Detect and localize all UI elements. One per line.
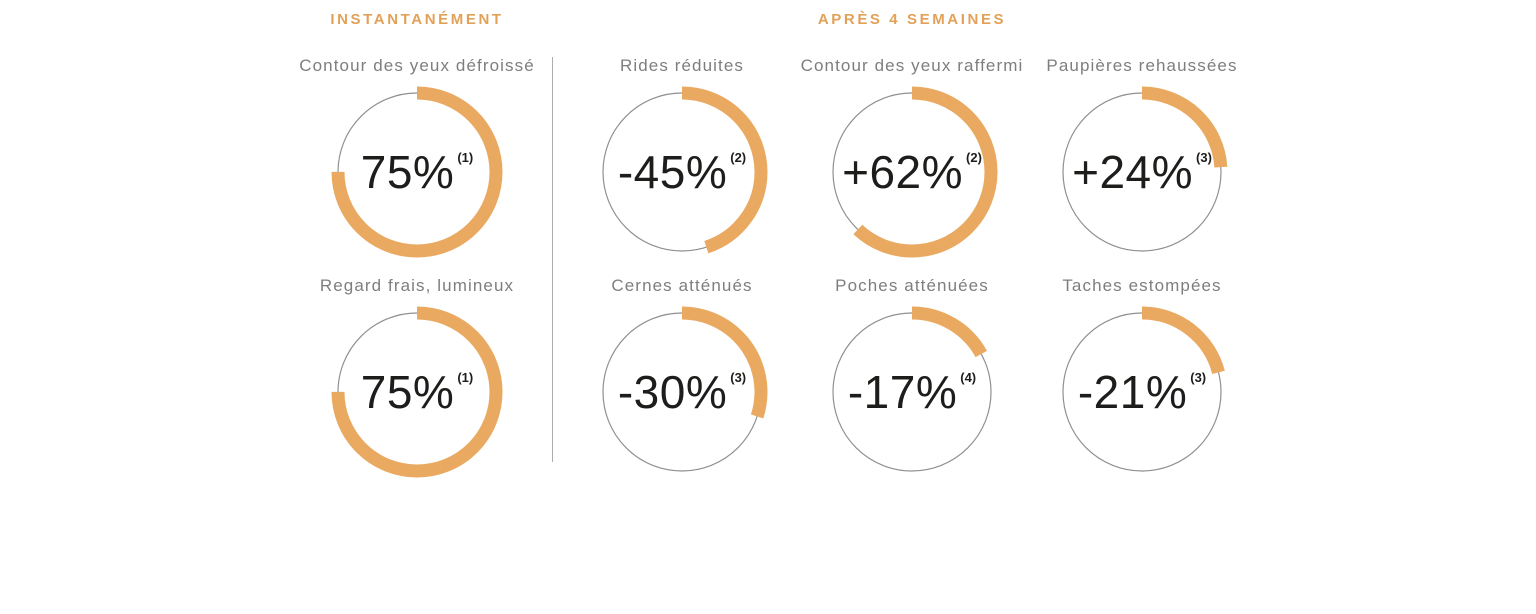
section-apres-4-semaines: APRÈS 4 SEMAINES Rides réduites -45% (2)… [567, 12, 1257, 478]
gauge-value-wrap: 75% (1) [331, 86, 503, 258]
gauge-chart [596, 306, 768, 478]
gauge-value: -30% [617, 366, 728, 418]
gauge-label: Regard frais, lumineux [319, 276, 515, 295]
gauge-label: Contour des yeux raffermi [800, 56, 1024, 75]
section-instantanement: INSTANTANÉMENT Contour des yeux défroiss… [292, 12, 542, 478]
gauge-cell: Contour des yeux raffermi +62% (2) [797, 56, 1027, 258]
gauge-chart [331, 306, 503, 478]
gauge-value: +24% [1072, 146, 1194, 198]
gauge-cell: Poches atténuées -17% (4) [797, 276, 1027, 478]
gauge-footnote: (2) [730, 149, 747, 165]
gauge-dial: -30% (3) [596, 306, 768, 478]
gauge-label: Poches atténuées [835, 276, 989, 295]
gauge-cell: Contour des yeux défroissé 75% (1) [292, 56, 542, 258]
gauge-arc [826, 306, 998, 478]
gauge-value-wrap: +24% (3) [1056, 86, 1228, 258]
gauge-dial: -45% (2) [596, 86, 768, 258]
gauge-footnote: (3) [1196, 149, 1212, 165]
gauge-dial: -17% (4) [826, 306, 998, 478]
gauge-value-wrap: 75% (1) [331, 306, 503, 478]
gauge-arc [1056, 86, 1228, 258]
gauge-value-wrap: -30% (3) [596, 306, 768, 478]
gauge-footnote: (1) [457, 369, 474, 385]
gauge-value: -17% [847, 366, 958, 418]
gauge-value: 75% [360, 146, 455, 198]
gauge-footnote: (3) [1190, 369, 1207, 385]
gauge-dial: 75% (1) [331, 86, 503, 258]
gauge-footnote: (3) [730, 369, 747, 385]
gauge-value: +62% [842, 146, 964, 198]
gauge-arc [596, 86, 768, 258]
gauge-value: -45% [617, 146, 728, 198]
vertical-divider [552, 57, 553, 462]
gauge-label: Cernes atténués [611, 276, 753, 295]
gauge-chart [596, 86, 768, 258]
section-title-instantanement: INSTANTANÉMENT [330, 11, 504, 28]
gauge-chart [826, 86, 998, 258]
gauge-dial: +62% (2) [826, 86, 998, 258]
gauge-label: Contour des yeux défroissé [299, 56, 535, 75]
gauge-arc [596, 306, 768, 478]
gauges-grid-instantanement: Contour des yeux défroissé 75% (1) Regar… [292, 56, 542, 478]
gauge-value: 75% [360, 366, 455, 418]
gauge-chart [1056, 86, 1228, 258]
gauge-label: Taches estompées [1062, 276, 1222, 295]
section-title-apres-4-semaines: APRÈS 4 SEMAINES [817, 11, 1007, 28]
gauge-label: Paupières rehaussées [1046, 56, 1238, 75]
gauge-footnote: (1) [457, 149, 474, 165]
gauge-cell: Paupières rehaussées +24% (3) [1027, 56, 1257, 258]
gauge-footnote: (4) [960, 369, 977, 385]
gauge-value-wrap: -17% (4) [826, 306, 998, 478]
results-infographic: INSTANTANÉMENT Contour des yeux défroiss… [292, 12, 1257, 478]
gauge-cell: Rides réduites -45% (2) [567, 56, 797, 258]
gauge-value: -21% [1077, 366, 1188, 418]
gauge-arc [331, 86, 503, 258]
gauge-cell: Taches estompées -21% (3) [1027, 276, 1257, 478]
gauges-grid-apres-4-semaines: Rides réduites -45% (2) Contour des yeux… [567, 56, 1257, 478]
gauge-dial: 75% (1) [331, 306, 503, 478]
gauge-value-wrap: -45% (2) [596, 86, 768, 258]
gauge-chart [1056, 306, 1228, 478]
gauge-cell: Cernes atténués -30% (3) [567, 276, 797, 478]
gauge-label: Rides réduites [619, 56, 745, 75]
gauge-value-wrap: +62% (2) [826, 86, 998, 258]
gauge-chart [826, 306, 998, 478]
gauge-arc [1056, 306, 1228, 478]
gauge-arc [826, 86, 998, 258]
gauge-value-wrap: -21% (3) [1056, 306, 1228, 478]
gauge-cell: Regard frais, lumineux 75% (1) [292, 276, 542, 478]
gauge-dial: +24% (3) [1056, 86, 1228, 258]
gauge-chart [331, 86, 503, 258]
gauge-dial: -21% (3) [1056, 306, 1228, 478]
gauge-arc [331, 306, 503, 478]
gauge-footnote: (2) [966, 149, 982, 165]
